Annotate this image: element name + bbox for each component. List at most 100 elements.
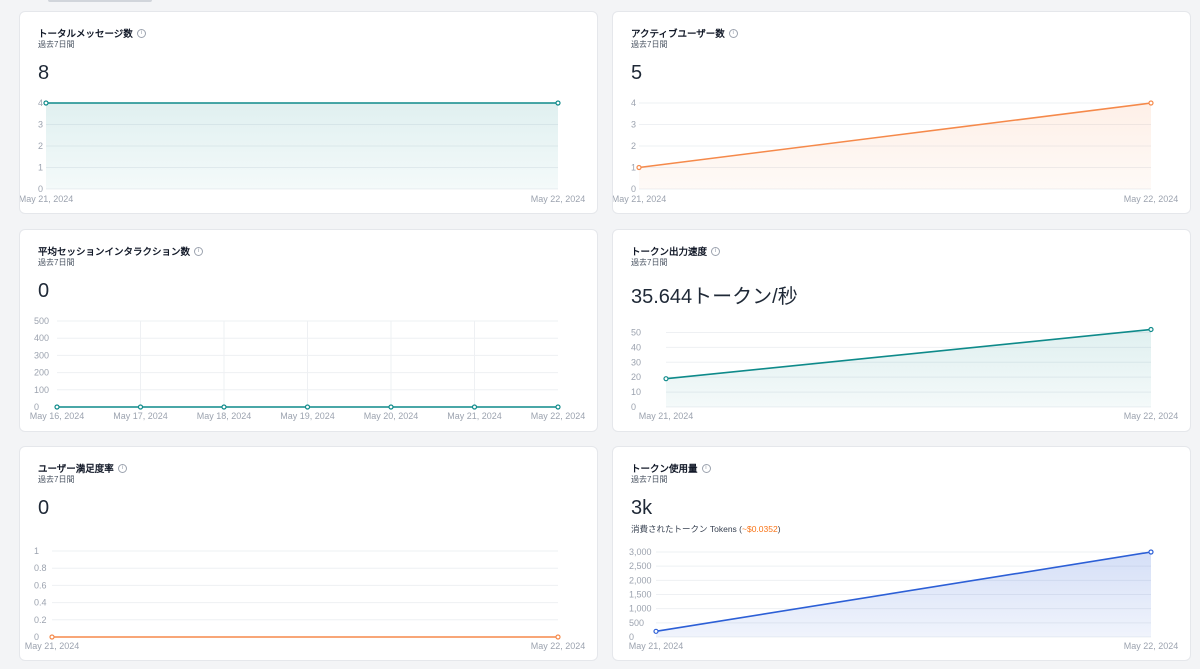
y-tick-label: 300	[34, 350, 49, 360]
y-tick-label: 1,500	[629, 590, 652, 600]
x-tick-label: May 20, 2024	[364, 411, 419, 421]
info-icon[interactable]: i	[136, 28, 146, 38]
data-point[interactable]	[1148, 100, 1154, 106]
x-tick-label: May 22, 2024	[531, 641, 586, 651]
data-point[interactable]	[555, 404, 561, 410]
card-subtitle: 過去7日間	[38, 475, 75, 484]
token-usage-chart: 0 500 1,000 1,500 2,000 2,500 3,000 May 21, 202…	[629, 547, 1179, 651]
x-tick-label: May 22, 2024	[531, 411, 586, 421]
x-tick-label: May 21, 2024	[20, 194, 73, 204]
data-point[interactable]	[43, 100, 49, 106]
data-point[interactable]	[555, 100, 561, 106]
avg-session-interactions-chart: 0 100 200 300 400 500 May 16, 2024 May 17, 2024…	[30, 316, 586, 421]
token-output-speed-card: トークン出力速度 i 過去7日間 35.644トークン/秒 0 10 20 30 40 50…	[612, 229, 1191, 432]
series-area	[656, 552, 1151, 637]
card-title: トークン出力速度 i	[631, 244, 721, 258]
y-tick-label: 2,000	[629, 575, 652, 585]
data-point[interactable]	[555, 634, 561, 640]
card-subtitle: 過去7日間	[631, 475, 668, 484]
data-point[interactable]	[54, 404, 60, 410]
active-users-chart: 0 1 2 3 4 May 21, 2024 May 22, 2024	[613, 98, 1179, 204]
y-tick-label: 400	[34, 333, 49, 343]
y-tick-label: 0	[34, 402, 39, 412]
card-subtitle: 過去7日間	[631, 258, 668, 267]
data-point[interactable]	[471, 404, 478, 410]
y-tick-label: 3	[38, 120, 43, 130]
x-tick-label: May 21, 2024	[613, 194, 666, 204]
data-point[interactable]	[1148, 549, 1154, 555]
card-value: 5	[631, 62, 643, 84]
y-tick-label: 10	[631, 387, 641, 397]
y-tick-label: 0	[631, 184, 636, 194]
x-tick-label: May 22, 2024	[1124, 194, 1179, 204]
x-tick-label: May 17, 2024	[113, 411, 168, 421]
user-satisfaction-card: ユーザー満足度率 i 過去7日間 0 0 0.2 0.4 0.6 0.8 1 May 21, …	[19, 446, 598, 661]
active-users-card: アクティブユーザー数 i 過去7日間 5 0 1 2 3 4 May 21, 2024 May…	[612, 11, 1191, 214]
info-icon[interactable]: i	[701, 463, 711, 473]
y-tick-label: 1	[34, 546, 39, 556]
card-subtitle: 過去7日間	[631, 40, 668, 49]
info-icon[interactable]: i	[194, 246, 204, 256]
series-area	[46, 103, 558, 189]
card-title: ユーザー満足度率 i	[38, 461, 127, 475]
avg-session-interactions-card: 平均セッションインタラクション数 i 過去7日間 0 0 100 200 300 400 5…	[19, 229, 598, 432]
card-subtitle: 過去7日間	[38, 258, 75, 267]
y-tick-label: 4	[631, 98, 636, 108]
y-tick-label: 40	[631, 342, 641, 352]
card-value: 0	[38, 497, 50, 519]
y-tick-label: 0.8	[34, 563, 47, 573]
data-point[interactable]	[663, 376, 669, 382]
x-tick-label: May 21, 2024	[629, 641, 684, 651]
data-point[interactable]	[1148, 326, 1154, 333]
x-tick-label: May 22, 2024	[1124, 641, 1179, 651]
info-icon[interactable]: i	[728, 28, 738, 38]
token-output-speed-chart: 0 10 20 30 40 50 May 21, 2024 May 22, 2024	[631, 326, 1179, 421]
token-cost-note: 消費されたトークン Tokens (~$0.0352)	[631, 524, 781, 534]
y-tick-label: 0.4	[34, 598, 47, 608]
card-title: アクティブユーザー数 i	[631, 26, 738, 40]
data-point[interactable]	[636, 164, 642, 171]
y-tick-label: 0.6	[34, 580, 47, 590]
card-value: 35.644トークン/秒	[631, 286, 798, 308]
x-tick-label: May 19, 2024	[280, 411, 335, 421]
series-area	[666, 329, 1151, 407]
y-tick-label: 200	[34, 368, 49, 378]
card-title: トータルメッセージ数 i	[38, 26, 146, 40]
info-icon[interactable]: i	[711, 246, 721, 256]
y-tick-label: 4	[38, 98, 43, 108]
x-tick-label: May 21, 2024	[447, 411, 502, 421]
series-line	[665, 328, 1152, 380]
y-tick-label: 3,000	[629, 547, 652, 557]
x-tick-label: May 18, 2024	[197, 411, 252, 421]
x-tick-label: May 22, 2024	[531, 194, 586, 204]
x-tick-label: May 21, 2024	[639, 411, 694, 421]
y-tick-label: 500	[629, 618, 644, 628]
data-point[interactable]	[221, 404, 227, 410]
y-tick-label: 1	[38, 163, 43, 173]
card-title: トークン使用量 i	[631, 461, 711, 475]
y-tick-label: 1	[631, 163, 636, 173]
y-tick-label: 0	[629, 632, 634, 642]
y-tick-label: 30	[631, 357, 641, 367]
info-icon[interactable]: i	[117, 463, 127, 473]
data-point[interactable]	[653, 628, 659, 634]
token-usage-card: トークン使用量 i 過去7日間 3k 消費されたトークン Tokens (~$0.…	[612, 446, 1191, 661]
x-tick-label: May 22, 2024	[1124, 411, 1179, 421]
y-tick-label: 1,000	[629, 604, 652, 614]
y-tick-label: 0	[631, 402, 636, 412]
y-tick-label: 100	[34, 385, 49, 395]
data-point[interactable]	[388, 404, 394, 410]
series-line	[638, 102, 1152, 169]
y-tick-label: 500	[34, 316, 49, 326]
y-tick-label: 0	[38, 184, 43, 194]
data-point[interactable]	[137, 404, 144, 410]
data-point[interactable]	[304, 404, 311, 410]
x-tick-label: May 21, 2024	[25, 641, 80, 651]
top-tab-stub	[48, 0, 152, 2]
y-tick-label: 3	[631, 120, 636, 130]
card-value: 3k	[631, 497, 653, 519]
series-area	[639, 103, 1151, 189]
data-point[interactable]	[49, 634, 55, 640]
user-satisfaction-chart: 0 0.2 0.4 0.6 0.8 1 May 21, 2024 May 22, 2024	[25, 546, 586, 651]
card-value: 0	[38, 280, 50, 302]
